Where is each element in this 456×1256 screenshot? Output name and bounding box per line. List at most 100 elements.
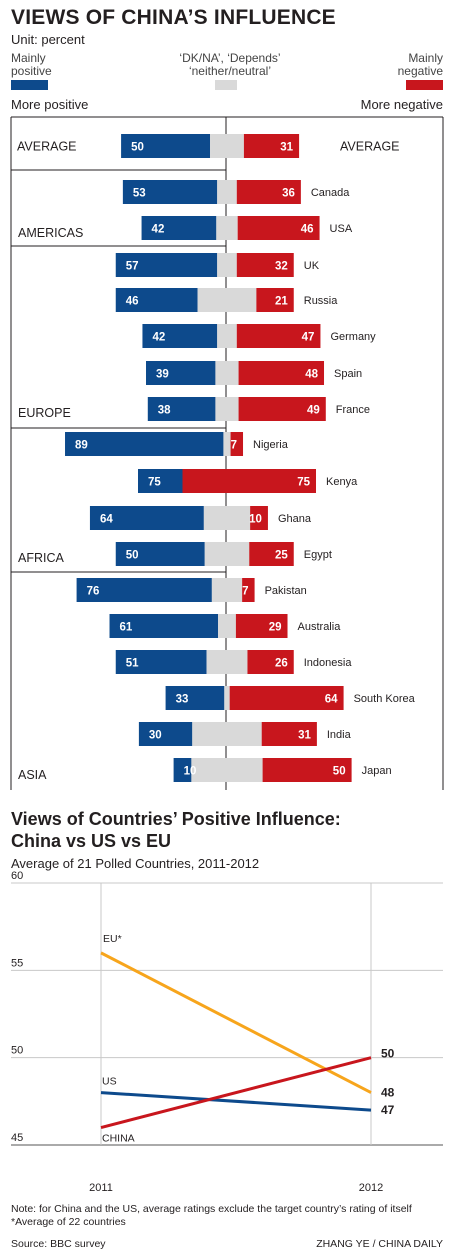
bar-neutral	[224, 686, 230, 710]
bar-positive	[115, 288, 198, 312]
bar-negative	[247, 650, 294, 674]
value-label-negative: 31	[280, 142, 293, 154]
legend-neutral-swatch	[215, 80, 237, 90]
bar-positive	[146, 361, 216, 385]
region-label: AMERICAS	[18, 226, 83, 240]
value-label-positive: 76	[87, 586, 100, 598]
value-label-positive: 42	[152, 332, 165, 344]
legend-negative-label: Mainly negative	[397, 51, 443, 78]
category-label: Spain	[334, 368, 362, 380]
category-label: Japan	[362, 765, 392, 777]
value-label-negative: 75	[297, 477, 310, 489]
bar-negative	[250, 506, 268, 530]
value-label-negative: 29	[269, 622, 282, 634]
bar-negative	[242, 578, 255, 602]
bar-neutral	[191, 758, 263, 782]
bar-positive	[173, 758, 192, 782]
region-label: ASIA	[18, 768, 47, 782]
china-influence-bar-chart: AMERICAS EUROPE AFRICA ASIA 50 31 AVERAGE AVERA…	[10, 116, 444, 790]
y-tick-label: 55	[11, 957, 23, 969]
bar-positive	[115, 650, 207, 674]
x-tick-label: 2011	[89, 1182, 113, 1194]
value-label-negative: 46	[301, 224, 314, 236]
category-label: AVERAGE	[340, 140, 400, 154]
category-label: South Korea	[354, 693, 416, 705]
bar-positive	[89, 506, 204, 530]
bar-positive	[121, 134, 211, 158]
bar-positive	[109, 614, 219, 638]
value-label-positive: 38	[158, 405, 171, 417]
bar-neutral	[218, 614, 236, 638]
value-label-positive: 42	[152, 224, 165, 236]
y-tick-label: 50	[11, 1045, 23, 1057]
category-label: Nigeria	[253, 439, 289, 451]
footnote-line: *Average of 22 countries	[11, 1216, 126, 1228]
category-label: Ghana	[278, 513, 312, 525]
bar-positive	[115, 542, 205, 566]
bar-neutral	[210, 134, 244, 158]
bar-neutral	[203, 506, 251, 530]
direction-right-label: More negative	[360, 97, 443, 112]
value-label-negative: 26	[275, 658, 288, 670]
source-text: Source: BBC survey	[11, 1238, 106, 1250]
bar-negative	[243, 134, 300, 158]
bar-neutral	[197, 288, 257, 312]
bar-positive	[138, 722, 193, 746]
value-label-positive: 89	[75, 440, 88, 452]
bar-positive	[141, 216, 217, 240]
value-label-negative: 49	[307, 405, 320, 417]
bar-negative	[237, 216, 320, 240]
bar-negative	[236, 253, 294, 277]
category-label: Russia	[304, 295, 339, 307]
category-label: Egypt	[304, 549, 332, 561]
category-label: Kenya	[326, 476, 358, 488]
value-label-positive: 50	[126, 550, 139, 562]
series-line	[100, 1091, 372, 1112]
category-label: Germany	[330, 331, 376, 343]
bar-negative	[238, 397, 326, 421]
bar-neutral	[217, 324, 237, 348]
series-end-label: 50	[381, 1047, 395, 1061]
series-end-label: 48	[381, 1086, 395, 1100]
category-label: India	[327, 729, 352, 741]
category-label: Australia	[298, 621, 342, 633]
value-label-negative: 64	[325, 694, 338, 706]
series-name-label: CHINA	[102, 1133, 135, 1145]
region-label: EUROPE	[18, 406, 71, 420]
bar-positive	[115, 253, 218, 277]
credit-text: ZHANG YE / CHINA DAILY	[316, 1238, 443, 1250]
value-label-negative: 25	[275, 550, 288, 562]
value-label-positive: 30	[149, 730, 162, 742]
category-label: France	[336, 404, 370, 416]
bar-negative	[238, 361, 325, 385]
line-chart-subtitle: Average of 21 Polled Countries, 2011-201…	[11, 856, 260, 871]
series-line	[100, 951, 372, 1094]
y-tick-label: 45	[11, 1132, 23, 1144]
value-label-negative: 31	[298, 730, 311, 742]
value-label-negative: 47	[302, 332, 315, 344]
category-label-left: AVERAGE	[17, 140, 77, 154]
bar-negative	[262, 758, 352, 782]
value-label-positive: 64	[100, 514, 113, 526]
note-text: Note: for China and the US, average rati…	[11, 1203, 412, 1229]
bar-neutral	[204, 542, 250, 566]
value-label-positive: 46	[126, 296, 139, 308]
bar-positive	[142, 324, 218, 348]
y-tick-label: 60	[11, 870, 23, 882]
bar-negative	[256, 288, 294, 312]
bar-negative	[249, 542, 294, 566]
bar-neutral	[211, 578, 243, 602]
category-label: Canada	[311, 187, 350, 199]
value-label-positive: 61	[120, 622, 133, 634]
bar-positive	[122, 180, 218, 204]
legend-neutral-label-1: ‘DK/NA’, ‘Depends’	[179, 51, 281, 65]
unit-label: Unit: percent	[11, 32, 85, 47]
bar-positive	[165, 686, 225, 710]
value-label-positive: 10	[184, 766, 197, 778]
line-chart-title: Views of Countries’ Positive Influence: …	[11, 809, 341, 851]
bar-positive	[65, 432, 224, 456]
x-tick-label: 2012	[359, 1182, 383, 1194]
direction-left-label: More positive	[11, 97, 89, 112]
bar-negative	[261, 722, 317, 746]
bar-negative	[235, 614, 288, 638]
